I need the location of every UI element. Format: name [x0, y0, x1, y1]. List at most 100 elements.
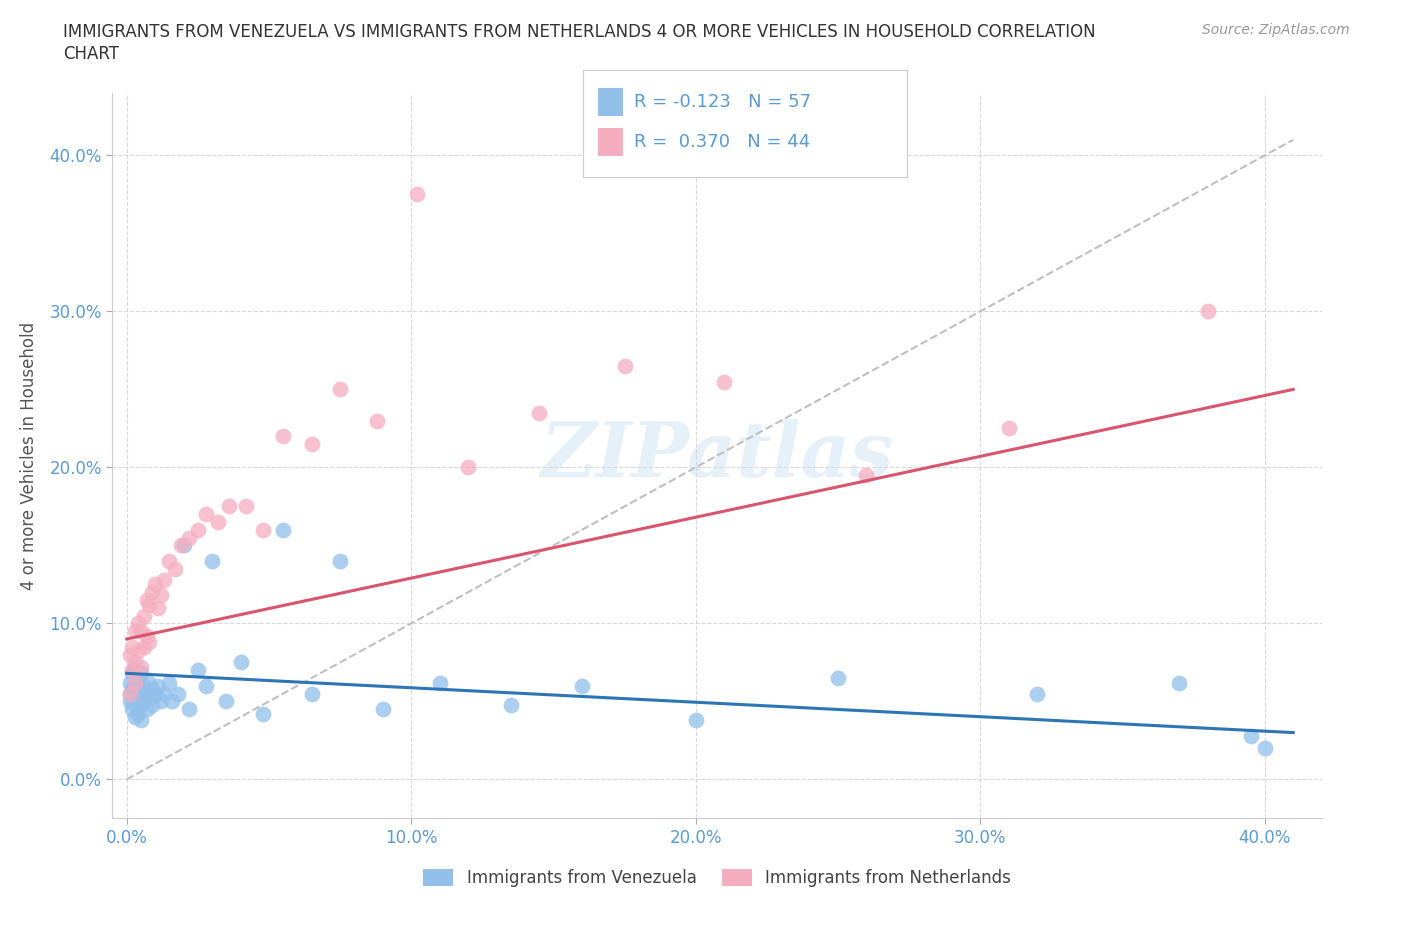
Point — [138, 675, 160, 690]
Point — [132, 694, 155, 709]
Point — [143, 577, 166, 591]
Point — [252, 707, 274, 722]
Point — [160, 694, 183, 709]
Point — [138, 691, 160, 706]
Point — [138, 634, 160, 649]
Point — [157, 553, 180, 568]
Point — [685, 712, 707, 727]
Point — [121, 702, 143, 717]
Point — [271, 429, 294, 444]
Point — [215, 694, 238, 709]
Point — [124, 682, 146, 697]
Point — [127, 686, 149, 701]
Point — [157, 675, 180, 690]
Point — [146, 601, 169, 616]
Point — [135, 629, 157, 644]
Point — [124, 659, 146, 674]
Point — [1254, 741, 1277, 756]
Point — [124, 624, 146, 639]
Point — [218, 499, 240, 514]
Y-axis label: 4 or more Vehicles in Household: 4 or more Vehicles in Household — [21, 322, 38, 590]
Point — [124, 710, 146, 724]
Point — [118, 694, 141, 709]
Point — [127, 644, 149, 659]
Point — [167, 686, 190, 701]
Point — [329, 382, 352, 397]
Point — [149, 588, 172, 603]
Point — [127, 694, 149, 709]
Point — [1197, 304, 1219, 319]
Point — [127, 616, 149, 631]
Point — [165, 562, 187, 577]
Point — [132, 678, 155, 693]
Point — [129, 666, 152, 681]
Point — [152, 572, 174, 587]
Point — [855, 468, 877, 483]
Point — [121, 666, 143, 681]
Point — [195, 678, 218, 693]
Point — [121, 682, 143, 697]
Point — [118, 686, 141, 701]
Point — [121, 691, 143, 706]
Point — [1168, 675, 1191, 690]
Point — [127, 707, 149, 722]
Point — [713, 374, 735, 389]
Point — [235, 499, 257, 514]
Point — [179, 530, 201, 545]
Point — [124, 678, 146, 693]
Text: Source: ZipAtlas.com: Source: ZipAtlas.com — [1202, 23, 1350, 37]
Point — [141, 682, 163, 697]
Point — [129, 698, 152, 712]
Point — [613, 359, 636, 374]
Point — [173, 538, 195, 552]
Point — [827, 671, 849, 685]
Point — [127, 671, 149, 685]
Point — [301, 686, 323, 701]
Point — [121, 663, 143, 678]
Point — [129, 712, 152, 727]
Point — [371, 702, 394, 717]
Point — [152, 686, 174, 701]
Point — [135, 592, 157, 607]
Point — [141, 585, 163, 600]
Text: CHART: CHART — [63, 45, 120, 62]
Point — [124, 675, 146, 690]
Point — [201, 553, 224, 568]
Text: IMMIGRANTS FROM VENEZUELA VS IMMIGRANTS FROM NETHERLANDS 4 OR MORE VEHICLES IN H: IMMIGRANTS FROM VENEZUELA VS IMMIGRANTS … — [63, 23, 1095, 41]
Point — [124, 655, 146, 670]
Point — [179, 702, 201, 717]
Point — [429, 675, 451, 690]
Point — [118, 647, 141, 662]
Point — [129, 682, 152, 697]
Point — [170, 538, 193, 552]
Point — [141, 698, 163, 712]
Point — [135, 702, 157, 717]
Point — [129, 691, 152, 706]
Point — [529, 405, 551, 420]
Text: R = -0.123   N = 57: R = -0.123 N = 57 — [634, 93, 811, 112]
Point — [121, 639, 143, 654]
Point — [301, 436, 323, 451]
Point — [129, 659, 152, 674]
Legend: Immigrants from Venezuela, Immigrants from Netherlands: Immigrants from Venezuela, Immigrants fr… — [416, 862, 1018, 894]
Point — [457, 460, 479, 475]
Point — [129, 624, 152, 639]
Point — [143, 686, 166, 701]
Point — [1026, 686, 1049, 701]
Point — [1239, 728, 1261, 743]
Point — [329, 553, 352, 568]
Point — [252, 523, 274, 538]
Point — [135, 686, 157, 701]
Point — [499, 698, 522, 712]
Text: ZIPatlas: ZIPatlas — [540, 418, 894, 493]
Point — [132, 608, 155, 623]
Point — [207, 514, 229, 529]
Point — [187, 523, 209, 538]
Point — [229, 655, 252, 670]
Point — [187, 663, 209, 678]
Point — [366, 413, 388, 428]
Point — [997, 421, 1019, 436]
Point — [132, 639, 155, 654]
Point — [571, 678, 593, 693]
Point — [195, 507, 218, 522]
